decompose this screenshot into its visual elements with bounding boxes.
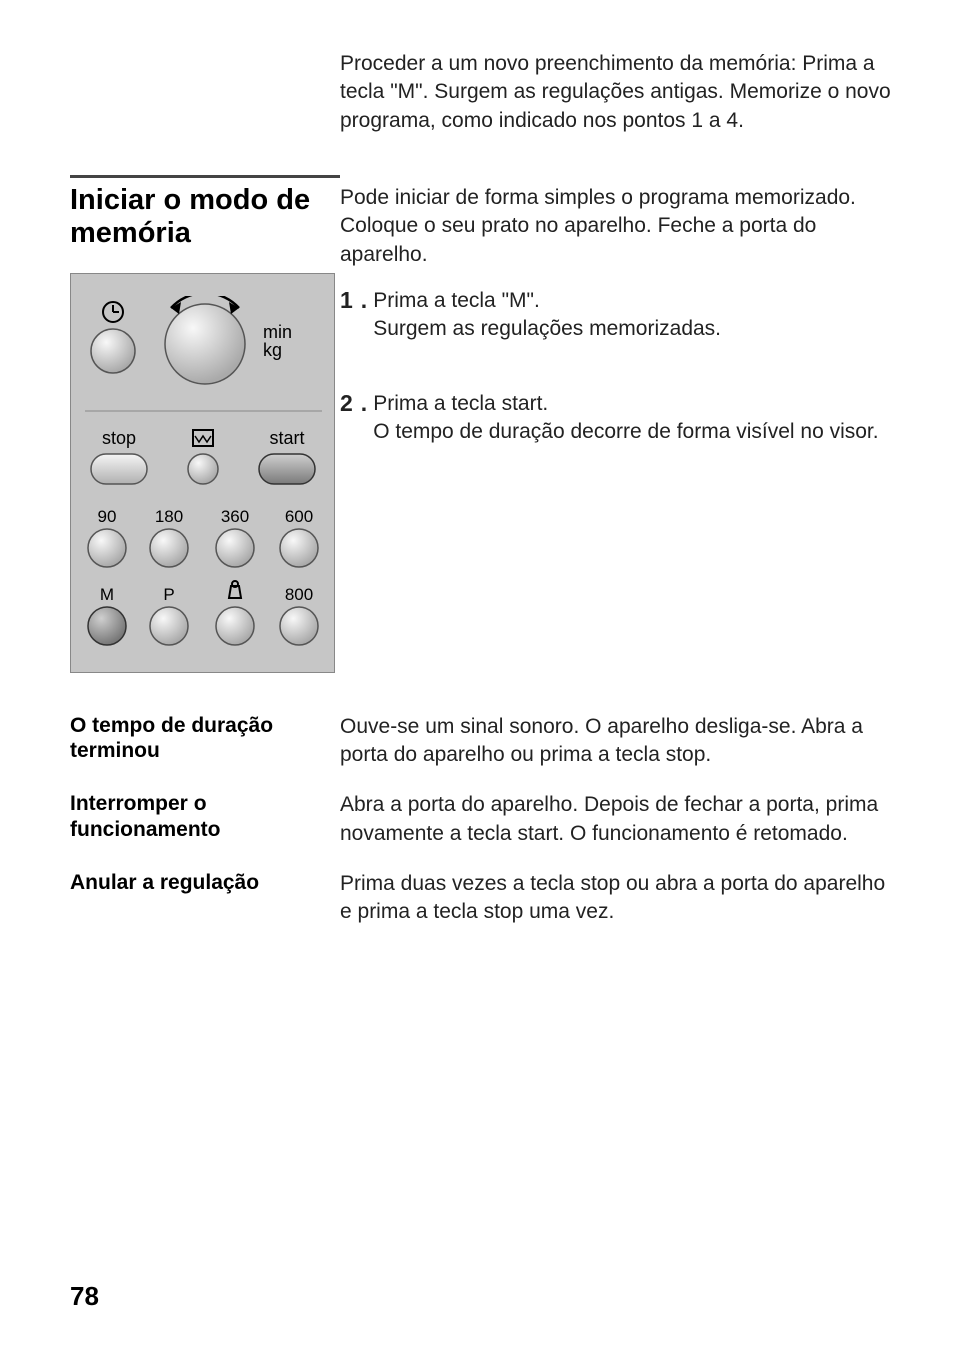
power-180-button (150, 529, 188, 567)
page: Proceder a um novo preenchimento da memó… (0, 0, 954, 1352)
sub2-body: Abra a porta do aparelho. Depois de fech… (340, 791, 894, 848)
section-intro: Pode iniciar de forma simples o programa… (340, 184, 894, 269)
sub2-title-line1: Interromper o (70, 792, 207, 815)
p-label: P (163, 585, 174, 604)
section-title-line2: memória (70, 217, 191, 249)
sub1-title: O tempo de duração terminou (70, 713, 340, 770)
sub2-title: Interromper o funcionamento (70, 791, 340, 848)
intro-row: Proceder a um novo preenchimento da memó… (70, 50, 894, 135)
sub3-body: Prima duas vezes a tecla stop ou abra a … (340, 870, 894, 927)
sub1-title-line1: O tempo de duração (70, 714, 273, 737)
section-row: Iniciar o modo de memória (70, 184, 894, 673)
step-2-line2: O tempo de duração decorre de forma visí… (373, 420, 878, 443)
weight-button (216, 607, 254, 645)
section-divider (70, 175, 340, 178)
p-button (150, 607, 188, 645)
lower-block: O tempo de duração terminou Ouve-se um s… (70, 713, 894, 927)
weight-icon (229, 581, 241, 598)
power-600-label: 600 (285, 507, 313, 526)
step-1-body: Prima a tecla "M". Surgem as regulações … (373, 287, 721, 344)
timer-dial (91, 329, 135, 373)
stop-button (91, 454, 147, 484)
kg-label: kg (263, 340, 282, 360)
power-180-label: 180 (155, 507, 183, 526)
step-2-body: Prima a tecla start. O tempo de duração … (373, 390, 878, 447)
sub-row-3: Anular a regulação Prima duas vezes a te… (70, 870, 894, 927)
intro-spacer (70, 50, 340, 135)
stop-label: stop (102, 428, 136, 448)
m-label: M (100, 585, 114, 604)
sub3-title: Anular a regulação (70, 870, 340, 927)
section-title-line1: Iniciar o modo de (70, 184, 310, 216)
section-right-column: Pode iniciar de forma simples o programa… (340, 184, 894, 673)
memory-icon (193, 430, 213, 446)
power-360-button (216, 529, 254, 567)
power-90-button (88, 529, 126, 567)
control-panel-illustration: min kg stop start (70, 273, 335, 673)
step-1-number: 1 (340, 287, 353, 315)
step-1: 1 . Prima a tecla "M". Surgem as regulaç… (340, 287, 894, 344)
section-title: Iniciar o modo de memória (70, 184, 340, 251)
sub-row-2: Interromper o funcionamento Abra a porta… (70, 791, 894, 848)
sub1-title-line2: terminou (70, 739, 160, 762)
sub2-title-line2: funcionamento (70, 818, 221, 841)
page-number: 78 (70, 1281, 99, 1312)
power-600-button (280, 529, 318, 567)
sub-row-1: O tempo de duração terminou Ouve-se um s… (70, 713, 894, 770)
intro-paragraph: Proceder a um novo preenchimento da memó… (340, 50, 894, 135)
step-2-dot: . (361, 390, 367, 418)
step-2-line1: Prima a tecla start. (373, 392, 548, 415)
clock-icon (103, 302, 123, 322)
memory-button-small (188, 454, 218, 484)
section-left-column: Iniciar o modo de memória (70, 184, 340, 673)
step-1-line2: Surgem as regulações memorizadas. (373, 317, 721, 340)
power-800-label: 800 (285, 585, 313, 604)
power-90-label: 90 (98, 507, 117, 526)
step-2: 2 . Prima a tecla start. O tempo de dura… (340, 390, 894, 447)
sub1-body: Ouve-se um sinal sonoro. O aparelho desl… (340, 713, 894, 770)
step-spacer (340, 354, 894, 372)
start-label: start (269, 428, 304, 448)
m-button (88, 607, 126, 645)
panel-svg: min kg stop start (85, 296, 322, 656)
start-button (259, 454, 315, 484)
min-label: min (263, 322, 292, 342)
step-2-number: 2 (340, 390, 353, 418)
step-1-dot: . (361, 287, 367, 315)
main-dial (165, 304, 245, 384)
power-360-label: 360 (221, 507, 249, 526)
step-1-line1: Prima a tecla "M". (373, 289, 540, 312)
power-800-button (280, 607, 318, 645)
